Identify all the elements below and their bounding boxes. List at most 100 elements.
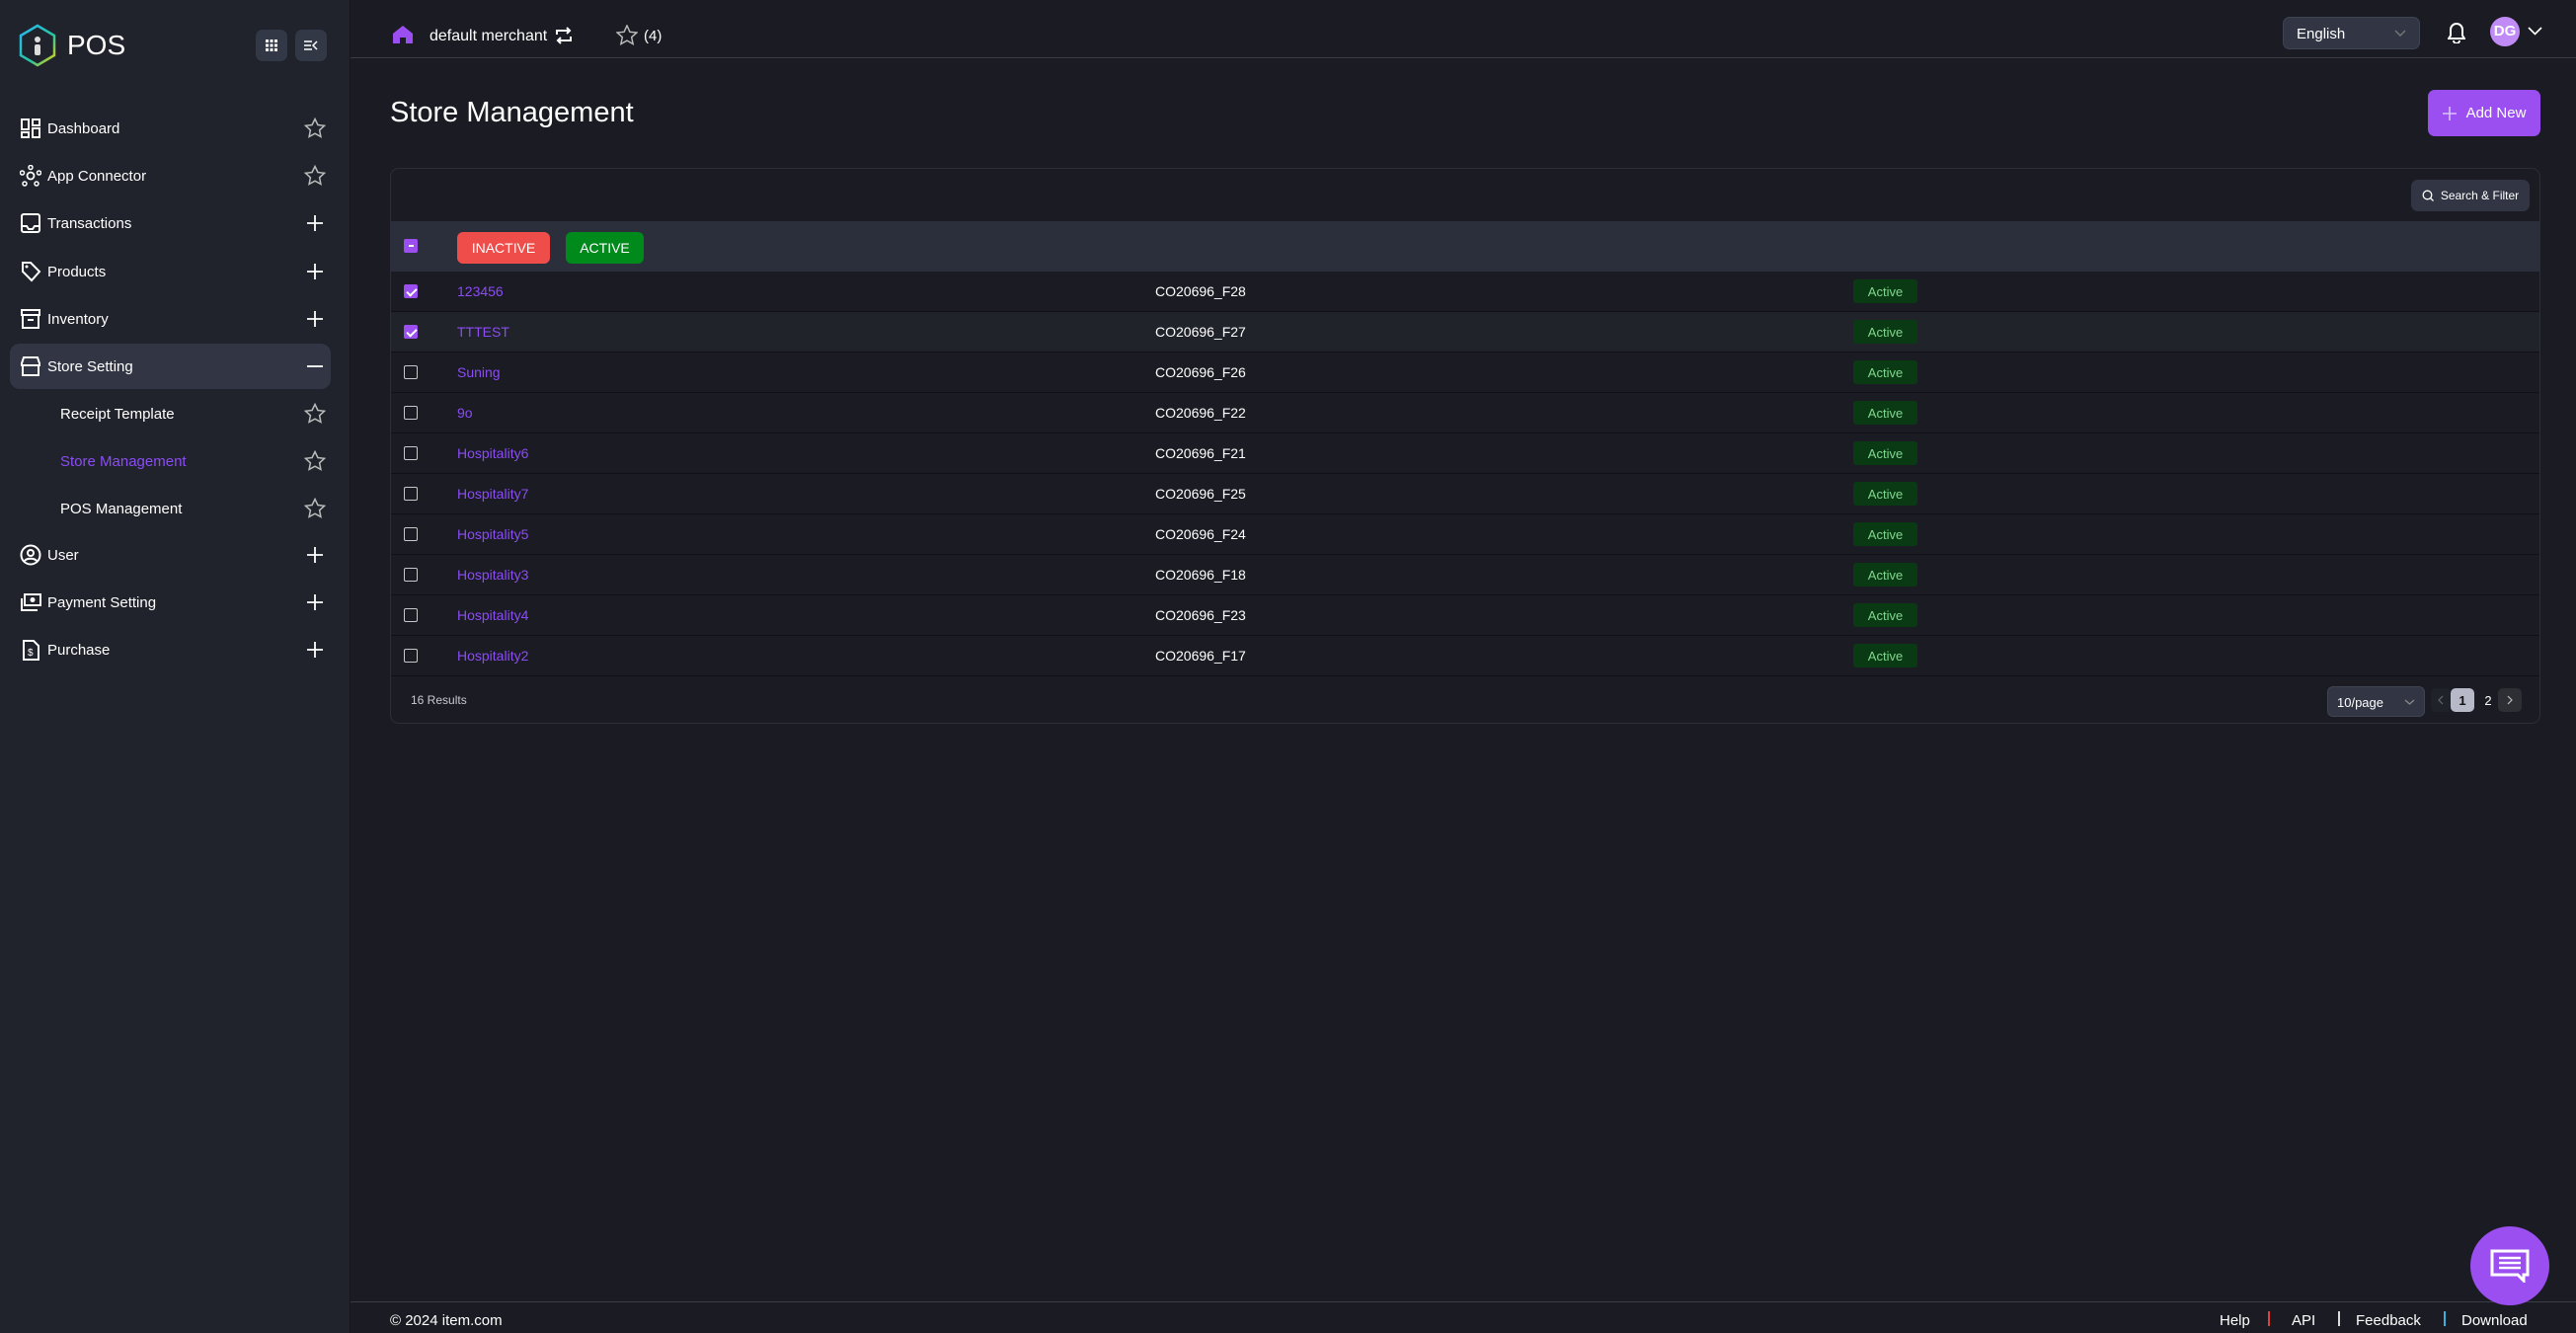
- star-icon[interactable]: [304, 165, 326, 187]
- row-checkbox[interactable]: [404, 487, 418, 501]
- language-select[interactable]: English: [2283, 17, 2420, 49]
- row-checkbox[interactable]: [404, 527, 418, 541]
- table-row[interactable]: 9o CO20696_F22 Active: [391, 393, 2539, 433]
- add-new-button[interactable]: Add New: [2428, 90, 2540, 136]
- expand-plus-icon[interactable]: [304, 544, 326, 566]
- sidebar-item-app-connector[interactable]: App Connector: [0, 153, 351, 198]
- avatar[interactable]: DG: [2490, 17, 2520, 46]
- store-code: CO20696_F25: [1155, 486, 1246, 502]
- sidebar-item-inventory[interactable]: Inventory: [0, 296, 351, 342]
- sidebar-item-store-management[interactable]: Store Management: [0, 438, 351, 484]
- language-value: English: [2297, 26, 2346, 42]
- expand-plus-icon[interactable]: [304, 639, 326, 661]
- chat-support-button[interactable]: [2470, 1226, 2549, 1305]
- page-2-button[interactable]: 2: [2484, 692, 2492, 708]
- footer-link-download[interactable]: Download: [2461, 1312, 2528, 1329]
- app-name: POS: [67, 30, 126, 60]
- table-row[interactable]: TTTEST CO20696_F27 Active: [391, 312, 2539, 353]
- footer-link-api[interactable]: API: [2292, 1312, 2316, 1329]
- select-all-checkbox[interactable]: [404, 239, 418, 253]
- chevron-left-icon: [2438, 695, 2444, 705]
- star-icon[interactable]: [304, 450, 326, 472]
- sidebar-item-user[interactable]: User: [0, 532, 351, 578]
- store-name-link[interactable]: Hospitality6: [457, 445, 529, 461]
- logo-icon: [19, 24, 56, 67]
- sidebar-item-purchase[interactable]: $ Purchase: [0, 627, 351, 672]
- status-badge: Active: [1853, 320, 1917, 344]
- footer-link-help[interactable]: Help: [2220, 1312, 2250, 1329]
- store-name-link[interactable]: Suning: [457, 364, 501, 380]
- menu-collapse-icon: [304, 40, 318, 50]
- store-name-link[interactable]: Hospitality5: [457, 526, 529, 542]
- switch-merchant-icon[interactable]: [555, 26, 573, 45]
- table-row[interactable]: Hospitality5 CO20696_F24 Active: [391, 514, 2539, 555]
- row-checkbox[interactable]: [404, 446, 418, 460]
- row-checkbox[interactable]: [404, 568, 418, 582]
- sidebar-item-label: Store Setting: [47, 357, 133, 375]
- account-chevron-icon[interactable]: [2528, 27, 2542, 36]
- row-checkbox[interactable]: [404, 649, 418, 663]
- search-filter-label: Search & Filter: [2440, 189, 2520, 202]
- row-checkbox[interactable]: [404, 325, 418, 339]
- star-icon[interactable]: [304, 118, 326, 139]
- store-code: CO20696_F26: [1155, 364, 1246, 380]
- table-row[interactable]: Hospitality2 CO20696_F17 Active: [391, 636, 2539, 676]
- table-row[interactable]: Hospitality6 CO20696_F21 Active: [391, 433, 2539, 474]
- status-badge: Active: [1853, 603, 1917, 627]
- star-icon[interactable]: [304, 403, 326, 425]
- store-name-link[interactable]: TTTEST: [457, 324, 509, 340]
- row-checkbox[interactable]: [404, 608, 418, 622]
- table-row[interactable]: Hospitality3 CO20696_F18 Active: [391, 555, 2539, 595]
- expand-plus-icon[interactable]: [304, 308, 326, 330]
- store-name-link[interactable]: Hospitality4: [457, 607, 529, 623]
- sidebar-item-dashboard[interactable]: Dashboard: [0, 106, 351, 151]
- prev-page-button[interactable]: [2431, 688, 2451, 712]
- home-icon[interactable]: [393, 26, 413, 43]
- sidebar-item-label: POS Management: [60, 500, 183, 517]
- chevron-down-icon: [2394, 30, 2406, 37]
- collapse-sidebar-button[interactable]: [295, 30, 327, 61]
- page-1-button[interactable]: 1: [2451, 688, 2474, 712]
- copyright: © 2024 item.com: [390, 1312, 503, 1329]
- table-row[interactable]: Suning CO20696_F26 Active: [391, 353, 2539, 393]
- set-inactive-button[interactable]: INACTIVE: [457, 232, 550, 264]
- sidebar-item-pos-management[interactable]: POS Management: [0, 486, 351, 531]
- row-checkbox[interactable]: [404, 365, 418, 379]
- store-name-link[interactable]: 9o: [457, 405, 473, 421]
- search-filter-button[interactable]: Search & Filter: [2411, 180, 2530, 211]
- store-name-link[interactable]: Hospitality2: [457, 648, 529, 664]
- favorites-star-icon[interactable]: [616, 25, 638, 45]
- sidebar-item-store-setting[interactable]: Store Setting: [10, 344, 331, 389]
- expand-plus-icon[interactable]: [304, 212, 326, 234]
- star-icon[interactable]: [304, 498, 326, 519]
- expand-plus-icon[interactable]: [304, 591, 326, 613]
- table-row[interactable]: Hospitality7 CO20696_F25 Active: [391, 474, 2539, 514]
- row-checkbox[interactable]: [404, 284, 418, 298]
- page-size-select[interactable]: 10/page: [2327, 686, 2425, 717]
- status-badge: Active: [1853, 401, 1917, 425]
- app-connector-icon: [20, 165, 41, 187]
- store-name-link[interactable]: Hospitality7: [457, 486, 529, 502]
- table-row[interactable]: 123456 CO20696_F28 Active: [391, 272, 2539, 312]
- search-icon: [2422, 190, 2434, 201]
- sidebar-item-payment-setting[interactable]: Payment Setting: [0, 580, 351, 625]
- set-active-button[interactable]: ACTIVE: [566, 232, 644, 264]
- row-checkbox[interactable]: [404, 406, 418, 420]
- store-name-link[interactable]: 123456: [457, 283, 504, 299]
- apps-grid-button[interactable]: [256, 30, 287, 61]
- expand-plus-icon[interactable]: [304, 261, 326, 282]
- footer-link-feedback[interactable]: Feedback: [2356, 1312, 2421, 1329]
- table-row[interactable]: Hospitality4 CO20696_F23 Active: [391, 595, 2539, 636]
- store-name-link[interactable]: Hospitality3: [457, 567, 529, 583]
- next-page-button[interactable]: [2498, 688, 2522, 712]
- add-new-label: Add New: [2465, 105, 2527, 121]
- merchant-name[interactable]: default merchant: [429, 28, 548, 44]
- sidebar-item-products[interactable]: Products: [0, 249, 351, 294]
- sidebar-item-label: Inventory: [47, 310, 109, 328]
- store-code: CO20696_F28: [1155, 283, 1246, 299]
- collapse-minus-icon[interactable]: [304, 355, 326, 377]
- sidebar-item-receipt-template[interactable]: Receipt Template: [0, 391, 351, 436]
- tag-icon: [22, 262, 41, 282]
- bell-icon[interactable]: [2448, 22, 2465, 43]
- sidebar-item-transactions[interactable]: Transactions: [0, 200, 351, 246]
